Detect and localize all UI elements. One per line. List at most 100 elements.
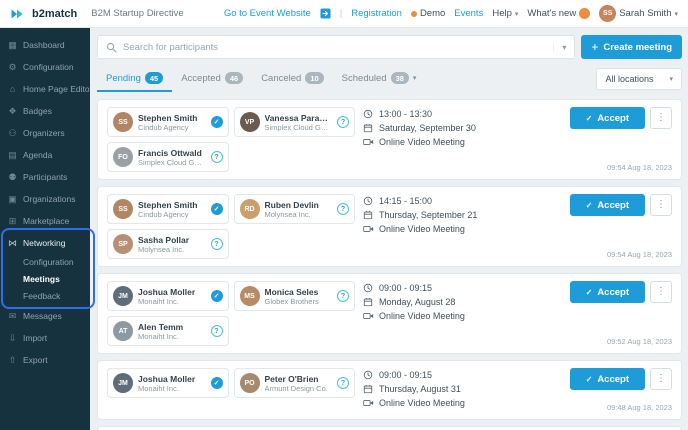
search-box[interactable]: ▾ xyxy=(97,35,576,59)
more-options-button[interactable]: ⋮ xyxy=(650,368,672,390)
participant-text: Alen Temm Monaiht Inc. xyxy=(138,322,206,341)
sidebar-item-dashboard[interactable]: ▦ Dashboard xyxy=(0,34,90,56)
avatar: MS xyxy=(239,286,260,306)
participant-company: Monaiht Inc. xyxy=(138,296,179,306)
participant-chip[interactable]: JM Joshua Moller Monaiht Inc. ✓ xyxy=(107,281,229,311)
participant-chip[interactable]: AT Alen Temm Monaiht Inc.? xyxy=(107,316,229,346)
meeting-list: SS Stephen Smith Cindub Agency ✓ VP Vanessa P… xyxy=(97,99,682,430)
participant-name: Ruben Devlin xyxy=(264,199,319,210)
participant-text: Vanessa Paradise Simplex Cloud GmbH xyxy=(265,113,333,132)
participant-text: Monica Seles Globex Brothers xyxy=(265,287,333,306)
participant-chip[interactable]: SP Sasha Pollar Molynsea Inc.? xyxy=(107,229,229,259)
sidebar-item-home-page-editor[interactable]: ⌂ Home Page Editor xyxy=(0,78,90,100)
tab-count-badge: 45 xyxy=(144,72,164,84)
home-page-editor-icon: ⌂ xyxy=(9,84,16,94)
meeting-time: 14:15 - 15:00 xyxy=(379,196,433,206)
meeting-card: JJJoey Jevlin✓HEHana Exping?08:30 - 08:4… xyxy=(97,426,682,430)
confirmed-check-icon: ✓ xyxy=(210,377,223,389)
registration-link[interactable]: Registration xyxy=(351,8,402,19)
sidebar-item-badges[interactable]: ❖ Badges xyxy=(0,100,90,122)
sidebar-subitem-meetings[interactable]: Meetings xyxy=(23,274,60,284)
sidebar-item-label: Badges xyxy=(23,106,52,116)
user-avatar: SS xyxy=(599,5,617,22)
participant-text: Stephen Smith Cindub Agency xyxy=(138,200,206,219)
meeting-card: SS Stephen Smith Cindub Agency ✓ RD Ruben Dev… xyxy=(97,186,682,267)
sidebar-item-marketplace[interactable]: ⊞ Marketplace xyxy=(0,210,90,232)
sidebar-subitem-feedback[interactable]: Feedback xyxy=(23,291,61,301)
more-options-button[interactable]: ⋮ xyxy=(650,281,672,303)
detail-row: Online Video Meeting xyxy=(363,398,515,408)
meeting-type: Online Video Meeting xyxy=(379,398,465,408)
accept-button[interactable]: ✓ Accept xyxy=(569,107,645,129)
participant-chip[interactable]: VP Vanessa Paradise Simplex Cloud GmbH? xyxy=(233,107,355,137)
sidebar-item-organizers[interactable]: ⚇ Organizers xyxy=(0,122,90,144)
networking-icon: ⋈ xyxy=(8,237,17,248)
events-link[interactable]: Events xyxy=(454,8,483,19)
participant-text: Joshua Moller Monaiht Inc. xyxy=(138,374,206,393)
accept-label: Accept xyxy=(597,373,629,385)
meeting-date: Saturday, September 30 xyxy=(379,123,476,133)
sidebar-item-configuration[interactable]: ⚙ Configuration xyxy=(0,56,90,78)
participant-company: Molynsea Inc. xyxy=(264,209,311,219)
create-meeting-button[interactable]: + Create meeting xyxy=(581,35,682,59)
sidebar-item-export[interactable]: ⇧ Export xyxy=(0,349,90,371)
sidebar-item-organizations[interactable]: ▣ Organizations xyxy=(0,188,90,210)
avatar: PO xyxy=(239,373,260,393)
sidebar-subitem-configuration[interactable]: Configuration xyxy=(23,257,74,267)
participant-company: Cindub Agency xyxy=(138,209,189,219)
sidebar-item-label: Messages xyxy=(23,311,62,321)
accept-button[interactable]: ✓ Accept xyxy=(569,368,645,390)
go-to-event-website-link[interactable]: Go to Event Website xyxy=(224,8,311,19)
demo-indicator: Demo xyxy=(410,8,445,19)
participant-chip[interactable]: MS Monica Seles Globex Brothers? xyxy=(233,281,355,311)
sidebar-item-label: Organizers xyxy=(23,128,65,138)
whats-new-link[interactable]: What's new xyxy=(527,8,591,19)
sidebar-item-networking[interactable]: ⋈ Networking xyxy=(0,232,90,254)
tab-scheduled[interactable]: Scheduled 38 ▾ xyxy=(333,66,426,92)
sidebar-item-label: Export xyxy=(23,355,48,365)
user-menu[interactable]: SS Sarah Smith ▾ xyxy=(599,5,678,22)
participant-chip[interactable]: JM Joshua Moller Monaiht Inc. ✓ xyxy=(107,368,229,398)
participant-chip[interactable]: SS Stephen Smith Cindub Agency ✓ xyxy=(107,107,229,137)
chevron-down-icon: ▾ xyxy=(412,75,417,82)
header-divider: | xyxy=(339,8,343,19)
participant-chip[interactable]: SS Stephen Smith Cindub Agency ✓ xyxy=(107,194,229,224)
avatar: VP xyxy=(239,112,260,132)
meeting-details: 09:00 - 09:15 Thursday, August 31 Online V… xyxy=(363,368,515,412)
action-row: ✓ Accept ⋮ xyxy=(569,281,672,303)
participant-chip[interactable]: RD Ruben Devlin Molynsea Inc.? xyxy=(233,194,355,224)
participant-text: Sasha Pollar Molynsea Inc. xyxy=(138,235,206,254)
registration-label: Registration xyxy=(351,8,402,19)
participants-grid: SS Stephen Smith Cindub Agency ✓ VP Vanessa P… xyxy=(107,107,355,172)
accept-button[interactable]: ✓ Accept xyxy=(569,194,645,216)
sidebar-item-participants[interactable]: ⚉ Participants xyxy=(0,166,90,188)
tab-pending[interactable]: Pending 45 xyxy=(97,66,173,92)
location-filter-select[interactable]: All locations ▾ xyxy=(596,68,682,90)
help-menu[interactable]: Help ▾ xyxy=(492,8,518,19)
accept-button[interactable]: ✓ Accept xyxy=(569,281,645,303)
tab-accepted[interactable]: Accepted 46 xyxy=(172,66,252,92)
configuration-icon: ⚙ xyxy=(8,61,17,72)
tab-count-badge: 38 xyxy=(390,72,409,84)
tab-canceled[interactable]: Canceled 10 xyxy=(252,66,332,92)
meeting-actions: ✓ Accept ⋮ 09:52 Aug 18, 2023 xyxy=(569,281,672,346)
search-input[interactable] xyxy=(123,41,548,53)
sidebar-nav: ▦ Dashboard ⚙ Configuration ⌂ Home Page Edito… xyxy=(0,34,90,371)
meeting-time: 09:00 - 09:15 xyxy=(379,283,433,293)
search-options-chevron-icon[interactable]: ▾ xyxy=(553,42,566,52)
participant-chip[interactable]: FO Francis Ottwald Simplex Cloud GmbH? xyxy=(107,142,229,172)
sidebar-item-agenda[interactable]: ▤ Agenda xyxy=(0,144,90,166)
participant-company: Molynsea Inc. xyxy=(138,244,185,254)
sidebar-item-label: Home Page Editor xyxy=(23,84,90,94)
create-meeting-label: Create meeting xyxy=(603,41,672,53)
participant-name: Vanessa Paradise xyxy=(264,112,333,123)
sidebar-item-messages[interactable]: ✉ Messages xyxy=(0,305,90,327)
more-options-button[interactable]: ⋮ xyxy=(650,107,672,129)
detail-row: 13:00 - 13:30 xyxy=(363,109,515,119)
more-options-button[interactable]: ⋮ xyxy=(650,194,672,216)
participant-chip[interactable]: PO Peter O'Brien Armunt Design Co.? xyxy=(233,368,355,398)
avatar: JM xyxy=(113,373,133,393)
sidebar-item-import[interactable]: ⇩ Import xyxy=(0,327,90,349)
meeting-actions: ✓ Accept ⋮ 09:54 Aug 18, 2023 xyxy=(569,194,672,259)
agenda-icon: ▤ xyxy=(8,149,17,160)
